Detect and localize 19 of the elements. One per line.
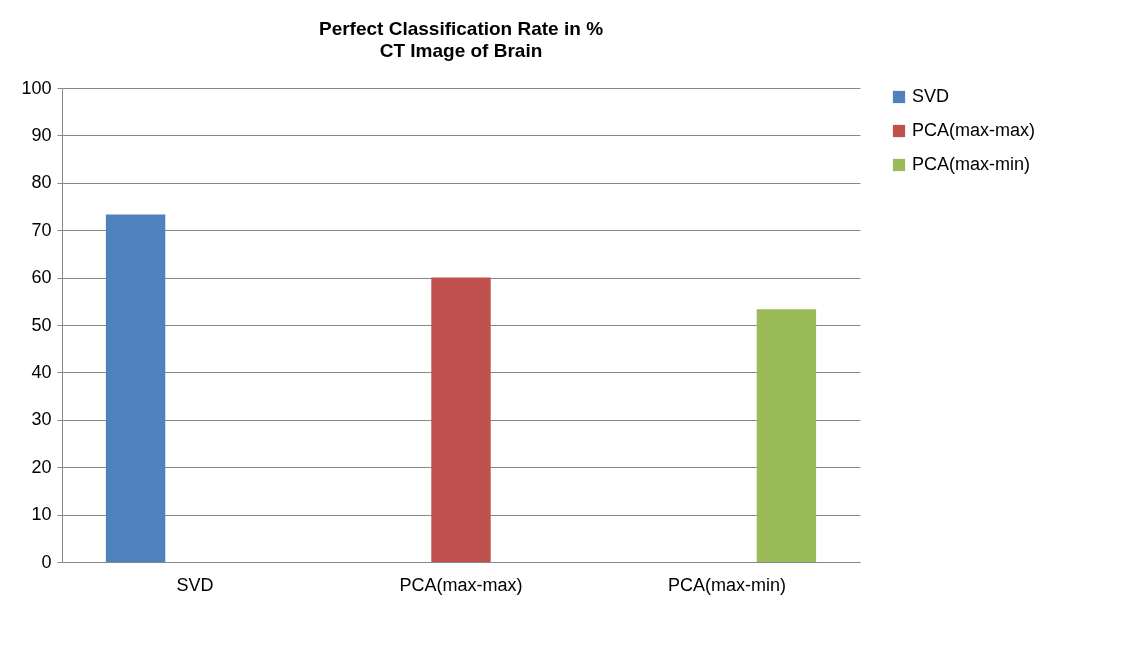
y-tick-label: 10 [31, 504, 52, 525]
y-tick-label: 60 [31, 267, 52, 288]
legend-label: PCA(max-max) [912, 120, 1036, 140]
chart-title: Perfect Classification Rate in % [318, 18, 604, 39]
y-tick-label: 50 [31, 314, 52, 335]
y-tick-label: 100 [21, 77, 52, 98]
y-tick-label: 40 [31, 361, 52, 382]
y-tick-label: 20 [31, 456, 52, 477]
chart-subtitle: CT Image of Brain [379, 40, 543, 61]
x-tick-label: SVD [176, 574, 214, 595]
y-tick-label: 30 [31, 409, 52, 430]
legend-label: PCA(max-min) [912, 154, 1031, 174]
y-tick-label: 80 [31, 172, 52, 193]
y-tick-label: 0 [41, 551, 52, 572]
legend-label: SVD [912, 86, 950, 106]
y-tick-label: 90 [31, 124, 52, 145]
x-tick-label: PCA(max-max) [399, 574, 523, 595]
y-tick-label: 70 [31, 219, 52, 240]
x-tick-label: PCA(max-min) [667, 574, 787, 595]
